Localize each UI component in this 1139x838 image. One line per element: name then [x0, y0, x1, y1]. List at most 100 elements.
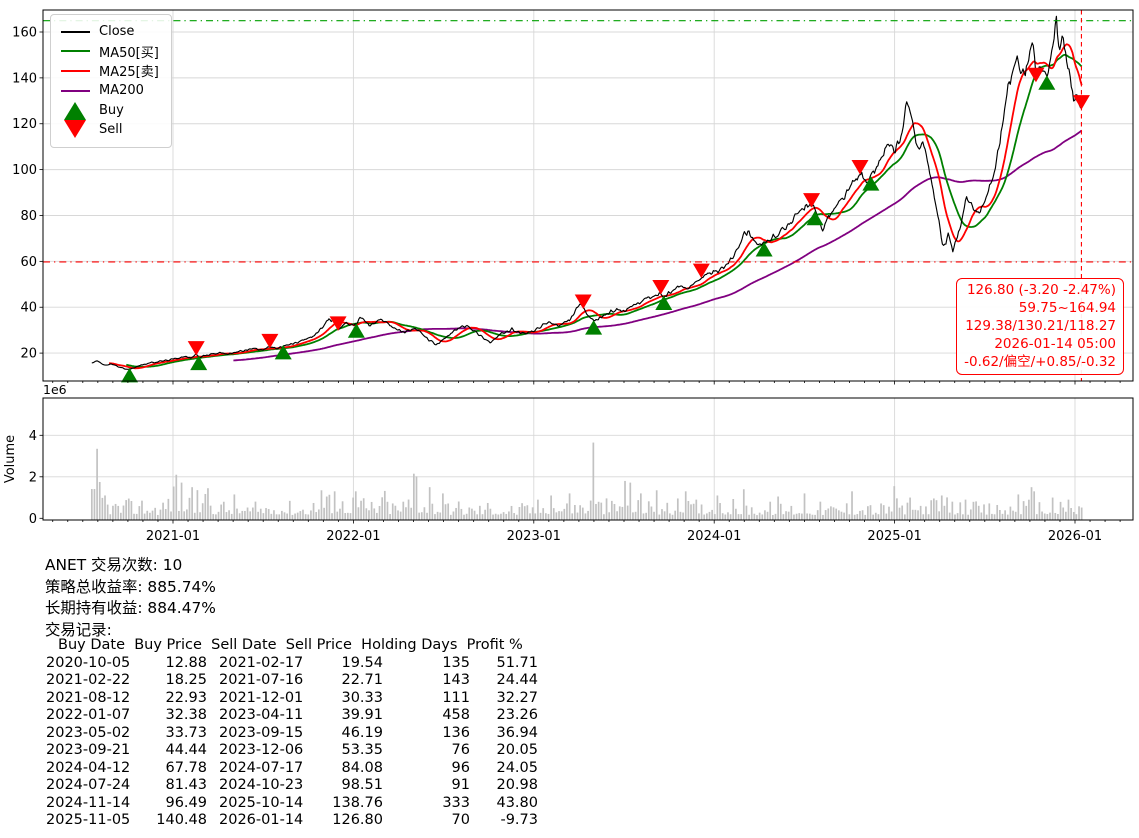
annotation-line: 59.75~164.94 — [1018, 300, 1116, 317]
sell-triangle-icon — [60, 119, 90, 138]
table-cell: 2020-10-05 — [46, 654, 131, 671]
table-cell: 46.19 — [341, 724, 383, 741]
table-cell: 2024-07-24 — [46, 777, 131, 794]
trade-markers — [121, 67, 1090, 383]
table-cell: 98.51 — [341, 777, 383, 794]
y-tick-label: 100 — [12, 163, 37, 178]
table-cell: 2021-08-12 — [46, 689, 131, 706]
table-cell: 53.35 — [341, 742, 383, 759]
table-row: 2022-01-07 32.38 2023-04-11 39.91 458 23.26 — [46, 707, 538, 725]
y-tick-label: 80 — [20, 209, 37, 224]
buy-marker — [1038, 75, 1056, 90]
table-cell: 2026-01-14 — [219, 812, 304, 829]
legend-label: Sell — [99, 122, 123, 138]
table-cell: 22.71 — [341, 672, 383, 689]
ma50-line — [126, 54, 1083, 368]
table-cell: 96.49 — [165, 794, 207, 811]
close-line — [91, 15, 1082, 370]
price-annotation-box: 126.80 (-3.20 -2.47%) 59.75~164.94 129.38/… — [956, 278, 1124, 376]
annotation-line: 129.38/130.21/118.27 — [965, 318, 1116, 335]
sell-marker — [851, 160, 869, 175]
sell-marker — [1072, 95, 1090, 110]
buy-marker — [862, 176, 880, 191]
x-tick-label: 2023-01 — [507, 529, 561, 544]
buy-marker — [755, 242, 773, 257]
table-cell: 2024-07-17 — [219, 759, 304, 776]
table-cell: 20.98 — [496, 777, 538, 794]
legend-item-ma200: MA200 — [60, 81, 159, 101]
strategy-stats: ANET 交易次数: 10 策略总收益率: 885.74% 长期持有收益: 884.… — [45, 555, 216, 641]
volume-tick-label: 4 — [29, 429, 37, 444]
table-row: 2021-02-22 18.25 2021-07-16 22.71 143 24.44 — [46, 672, 538, 690]
volume-ylabel: Volume — [3, 435, 18, 483]
table-cell: 96 — [451, 759, 470, 776]
ma200-line — [233, 129, 1083, 362]
x-tick-label: 2025-01 — [867, 529, 921, 544]
table-cell: 2024-10-23 — [219, 777, 304, 794]
y-tick-label: 20 — [20, 347, 37, 362]
legend-label: Buy — [99, 102, 124, 118]
volume-bars — [90, 442, 1083, 520]
sell-marker — [329, 316, 347, 331]
buy-triangle-icon — [60, 102, 90, 121]
chart-legend: Close MA50[买] MA25[卖] MA200 Buy Sell — [50, 14, 172, 148]
buy-marker — [121, 367, 139, 383]
stats-line: 长期持有收益: 884.47% — [45, 599, 216, 618]
buy-marker — [806, 210, 824, 226]
legend-item-buy: Buy — [60, 100, 159, 121]
legend-line-swatch — [60, 69, 90, 72]
table-cell: 32.38 — [165, 707, 207, 724]
sell-marker — [1027, 67, 1045, 83]
legend-label: MA25[卖] — [99, 65, 159, 81]
table-row: 2024-04-12 67.78 2024-07-17 84.08 96 24.05 — [46, 760, 538, 778]
legend-item-sell: Sell — [60, 119, 159, 140]
trade-table-header: Buy Date Buy Price Sell Date Sell Price … — [58, 637, 523, 653]
table-cell: 20.05 — [496, 742, 538, 759]
table-cell: 51.71 — [496, 654, 538, 671]
table-row: 2023-05-02 33.73 2023-09-15 46.19 136 36.94 — [46, 725, 538, 743]
table-cell: 23.26 — [496, 707, 538, 724]
price-volume-chart: 2021-01 2022-01 2023-01 2024-01 2025-01 2026-… — [3, 9, 1134, 544]
table-cell: 458 — [442, 707, 470, 724]
legend-line-swatch — [60, 50, 90, 53]
table-cell: 76 — [451, 742, 470, 759]
stats-line: 策略总收益率: 885.74% — [45, 577, 216, 596]
table-cell: 2023-05-02 — [46, 724, 131, 741]
buy-marker — [655, 295, 673, 311]
table-cell: 2022-01-07 — [46, 707, 131, 724]
buy-marker — [274, 344, 292, 360]
table-row: 2023-09-21 44.44 2023-12-06 53.35 76 20.05 — [46, 742, 538, 760]
stats-line: 交易记录: — [45, 620, 112, 639]
annotation-line: -0.62/偏空/+0.85/-0.32 — [964, 354, 1116, 371]
x-tick-label: 2021-01 — [146, 529, 200, 544]
table-cell: 84.08 — [341, 759, 383, 776]
stats-line: ANET 交易次数: 10 — [45, 556, 183, 574]
legend-label: MA200 — [99, 83, 144, 99]
table-cell: 91 — [451, 777, 470, 794]
sell-marker — [187, 341, 205, 356]
y-tick-label: 40 — [20, 301, 37, 316]
table-row: 2024-11-14 96.49 2025-10-14 138.76 333 43.80 — [46, 795, 538, 813]
table-cell: 32.27 — [496, 689, 538, 706]
table-cell: 36.94 — [496, 724, 538, 741]
table-cell: 2025-10-14 — [219, 794, 304, 811]
volume-tick-label: 2 — [29, 470, 37, 485]
buy-marker — [585, 320, 603, 335]
table-cell: 2024-11-14 — [46, 794, 131, 811]
table-cell: 70 — [451, 812, 470, 829]
table-cell: 143 — [442, 672, 470, 689]
table-row: 2020-10-05 12.88 2021-02-17 19.54 135 51.71 — [46, 655, 538, 673]
sell-marker — [574, 294, 592, 309]
axes-frame — [42, 9, 1134, 382]
table-cell: 135 — [442, 654, 470, 671]
table-cell: 67.78 — [165, 759, 207, 776]
table-cell: 2023-09-15 — [219, 724, 304, 741]
legend-item-ma25: MA25[卖] — [60, 61, 159, 81]
table-cell: 140.48 — [156, 812, 207, 829]
legend-item-ma50: MA50[买] — [60, 42, 159, 62]
table-cell: -9.73 — [500, 812, 538, 829]
table-cell: 81.43 — [165, 777, 207, 794]
table-cell: 138.76 — [332, 794, 383, 811]
table-cell: 2021-02-17 — [219, 654, 304, 671]
